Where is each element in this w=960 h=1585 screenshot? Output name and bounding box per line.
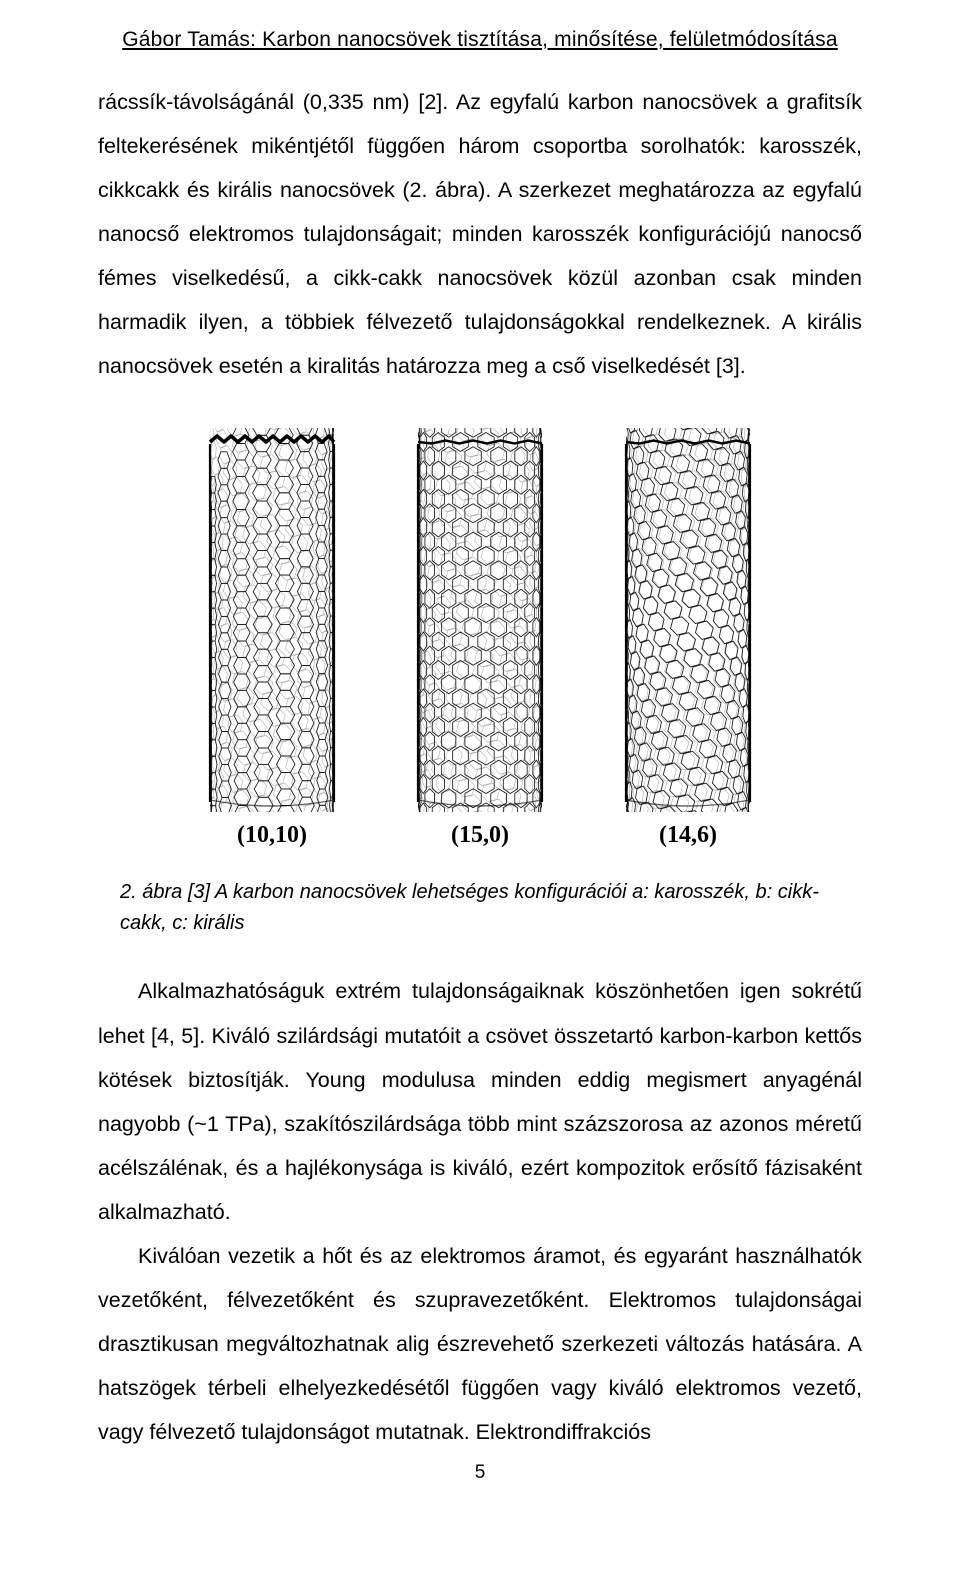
nanotube-a-svg [196, 422, 348, 812]
paragraph-1: rácssík-távolságánál (0,335 nm) [2]. Az … [98, 80, 862, 388]
figure-caption: 2. ábra [3] A karbon nanocsövek lehetség… [120, 877, 862, 939]
page-number: 5 [98, 1462, 862, 1484]
nanotube-c-svg [612, 422, 764, 812]
paragraph-3: Kiválóan vezetik a hőt és az elektromos … [98, 1234, 862, 1454]
tube-col-c: (14,6) [612, 422, 764, 849]
tube-label-a: (10,10) [237, 822, 307, 849]
tube-label-b: (15,0) [451, 822, 509, 849]
page-header: Gábor Tamás: Karbon nanocsövek tisztítás… [98, 28, 862, 52]
figure-2: (10,10) (15,0) (14,6) 2. ábra [3] A karb… [98, 422, 862, 939]
tube-col-a: (10,10) [196, 422, 348, 849]
tube-col-b: (15,0) [404, 422, 556, 849]
tube-label-c: (14,6) [659, 822, 717, 849]
nanotube-b-svg [404, 422, 556, 812]
paragraph-2: Alkalmazhatóságuk extrém tulajdonságaikn… [98, 969, 862, 1233]
nanotubes-row: (10,10) (15,0) (14,6) [98, 422, 862, 849]
